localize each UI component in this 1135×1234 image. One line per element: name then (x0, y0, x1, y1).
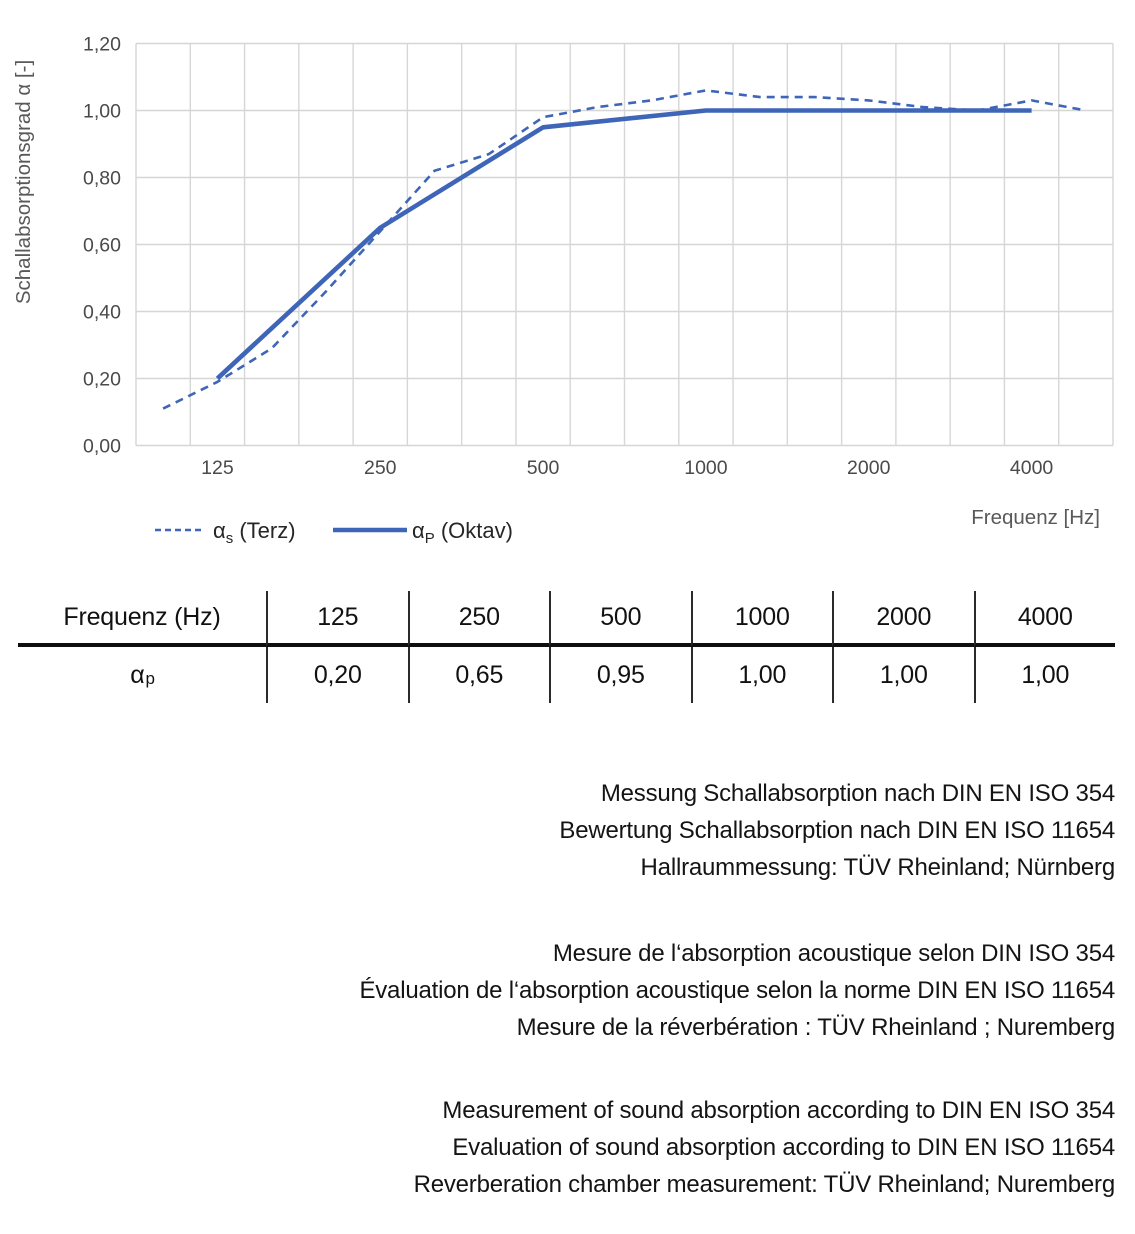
table-header-cell: 2000 (832, 591, 974, 647)
y-tick-label: 0,80 (83, 168, 121, 190)
x-tick-label: 250 (364, 457, 397, 479)
note-french-line: Mesure de la réverbération : TÜV Rheinla… (516, 1014, 1116, 1041)
y-tick-label: 0,60 (83, 235, 121, 257)
notes-french: Mesure de l‘absorption acoustique selon … (0, 935, 1135, 1046)
notes-english: Measurement of sound absorption accordin… (0, 1092, 1135, 1203)
table-header-cell: 250 (407, 591, 549, 647)
note-french-line: Mesure de l‘absorption acoustique selon … (552, 940, 1115, 967)
legend-label-terz: αs (Terz) (213, 518, 296, 547)
table-header-frequency-label: Frequenz (Hz) (18, 591, 266, 647)
absorption-chart-figure: 1,20 1,00 0,80 0,60 0,40 0,20 0,00 125 250 500 100… (0, 0, 1135, 575)
note-german-line: Bewertung Schallabsorption nach DIN EN I… (559, 817, 1115, 844)
note-english-line: Measurement of sound absorption accordin… (442, 1097, 1115, 1124)
table-value-cell: 0,20 (266, 647, 408, 703)
note-german-line: Messung Schallabsorption nach DIN EN ISO… (600, 780, 1115, 807)
x-tick-label: 1000 (684, 457, 728, 479)
y-tick-label: 0,00 (83, 436, 121, 458)
note-english-line: Reverberation chamber measurement: TÜV R… (413, 1171, 1116, 1198)
legend-label-oktav: αP (Oktav) (412, 518, 513, 547)
table-value-cell: 1,00 (832, 647, 974, 703)
note-english-line: Evaluation of sound absorption according… (452, 1134, 1115, 1161)
table-value-cell: 1,00 (690, 647, 833, 703)
table-value-cell: 1,00 (973, 647, 1116, 703)
series-alpha-p-line (215, 108, 1032, 381)
y-tick-label: 1,00 (83, 101, 121, 123)
series-alpha-s-line (162, 89, 1087, 410)
absorption-table: Frequenz (Hz) 125 250 500 1000 2000 4000 α p 0,20… (18, 591, 1115, 703)
y-tick-label: 0,40 (83, 302, 121, 324)
table-header-cell: 125 (266, 591, 408, 647)
y-axis-title: Schallabsorptionsgrad α [-] (12, 60, 35, 304)
note-french-line: Évaluation de l‘absorption acoustique se… (359, 977, 1115, 1004)
notes-german: Messung Schallabsorption nach DIN EN ISO… (0, 775, 1135, 886)
x-tick-label: 500 (527, 457, 560, 479)
note-german-line: Hallraummessung: TÜV Rheinland; Nürnberg (640, 854, 1116, 881)
table-value-cell: 0,65 (407, 647, 550, 703)
table-header-cell: 500 (549, 591, 691, 647)
x-tick-label: 125 (201, 457, 234, 479)
chart-svg: 1,20 1,00 0,80 0,60 0,40 0,20 0,00 125 250 500 100… (12, 34, 1114, 547)
x-tick-label: 4000 (1010, 457, 1054, 479)
table-header-cell: 1000 (690, 591, 832, 647)
x-axis-title: Frequenz [Hz] (971, 506, 1100, 529)
table-header-cell: 4000 (973, 591, 1115, 647)
table-value-cell: 0,95 (549, 647, 691, 703)
y-tick-label: 0,20 (83, 369, 121, 391)
y-tick-label: 1,20 (83, 34, 121, 56)
x-tick-label: 2000 (847, 457, 891, 479)
